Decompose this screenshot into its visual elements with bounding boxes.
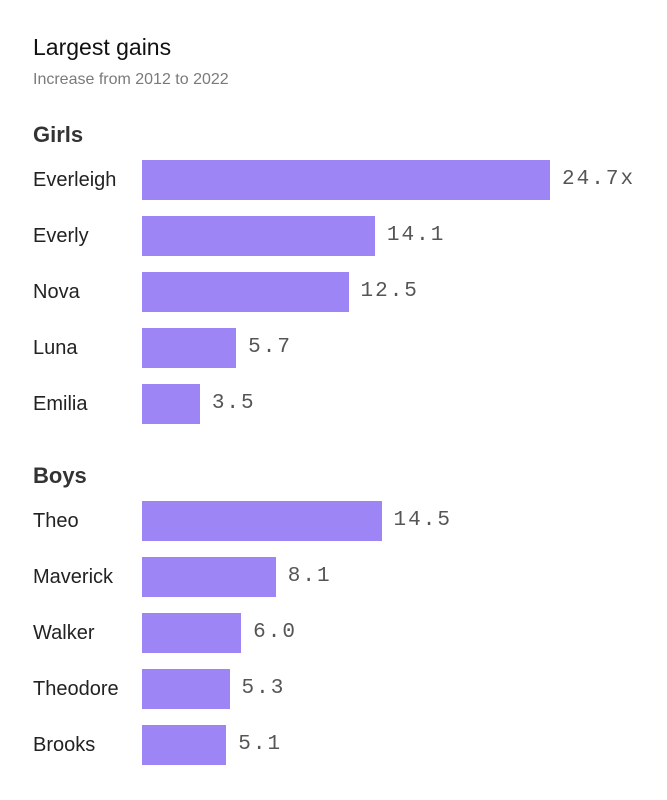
chart-subtitle: Increase from 2012 to 2022 (33, 71, 229, 88)
value-label: 24.7x (562, 168, 636, 191)
bar-row: Brooks 5.1 (0, 725, 667, 765)
category-label: Walker (33, 622, 95, 644)
category-label: Theo (33, 510, 79, 532)
value-label: 3.5 (211, 392, 256, 415)
value-label: 5.3 (241, 677, 286, 700)
value-label: 14.5 (393, 509, 452, 532)
bar (142, 557, 276, 597)
bar (142, 384, 200, 424)
bar (142, 328, 237, 368)
bar (142, 725, 227, 765)
category-label: Brooks (33, 734, 96, 756)
category-label: Maverick (33, 566, 114, 588)
bar-row: Emilia 3.5 (0, 384, 667, 424)
bar-row: Theo 14.5 (0, 501, 667, 541)
bar (142, 613, 242, 653)
bar (142, 501, 382, 541)
bar (142, 669, 230, 709)
category-label: Everly (33, 225, 89, 247)
category-label: Emilia (33, 393, 88, 415)
bar-row: Nova 12.5 (0, 272, 667, 312)
category-label: Luna (33, 337, 78, 359)
bar-row: Maverick 8.1 (0, 557, 667, 597)
bar-row: Everleigh 24.7x (0, 160, 667, 200)
value-label: 5.7 (248, 336, 292, 359)
value-label: 8.1 (287, 565, 332, 588)
bar-row: Theodore 5.3 (0, 669, 667, 709)
bar-row: Everly 14.1 (0, 216, 667, 256)
bar (142, 272, 349, 312)
value-label: 12.5 (360, 280, 419, 303)
bar-row: Walker 6.0 (0, 613, 667, 653)
value-label: 14.1 (386, 224, 446, 247)
group-title-boys: Boys (33, 463, 87, 488)
category-label: Everleigh (33, 169, 117, 191)
category-label: Nova (33, 281, 80, 303)
bar (142, 216, 375, 256)
chart-title: Largest gains (33, 34, 172, 60)
value-label: 6.0 (253, 621, 297, 644)
category-label: Theodore (33, 678, 119, 700)
value-label: 5.1 (238, 733, 283, 756)
bar-row: Luna 5.7 (0, 328, 667, 368)
group-title-girls: Girls (33, 122, 84, 147)
bar (142, 160, 551, 200)
